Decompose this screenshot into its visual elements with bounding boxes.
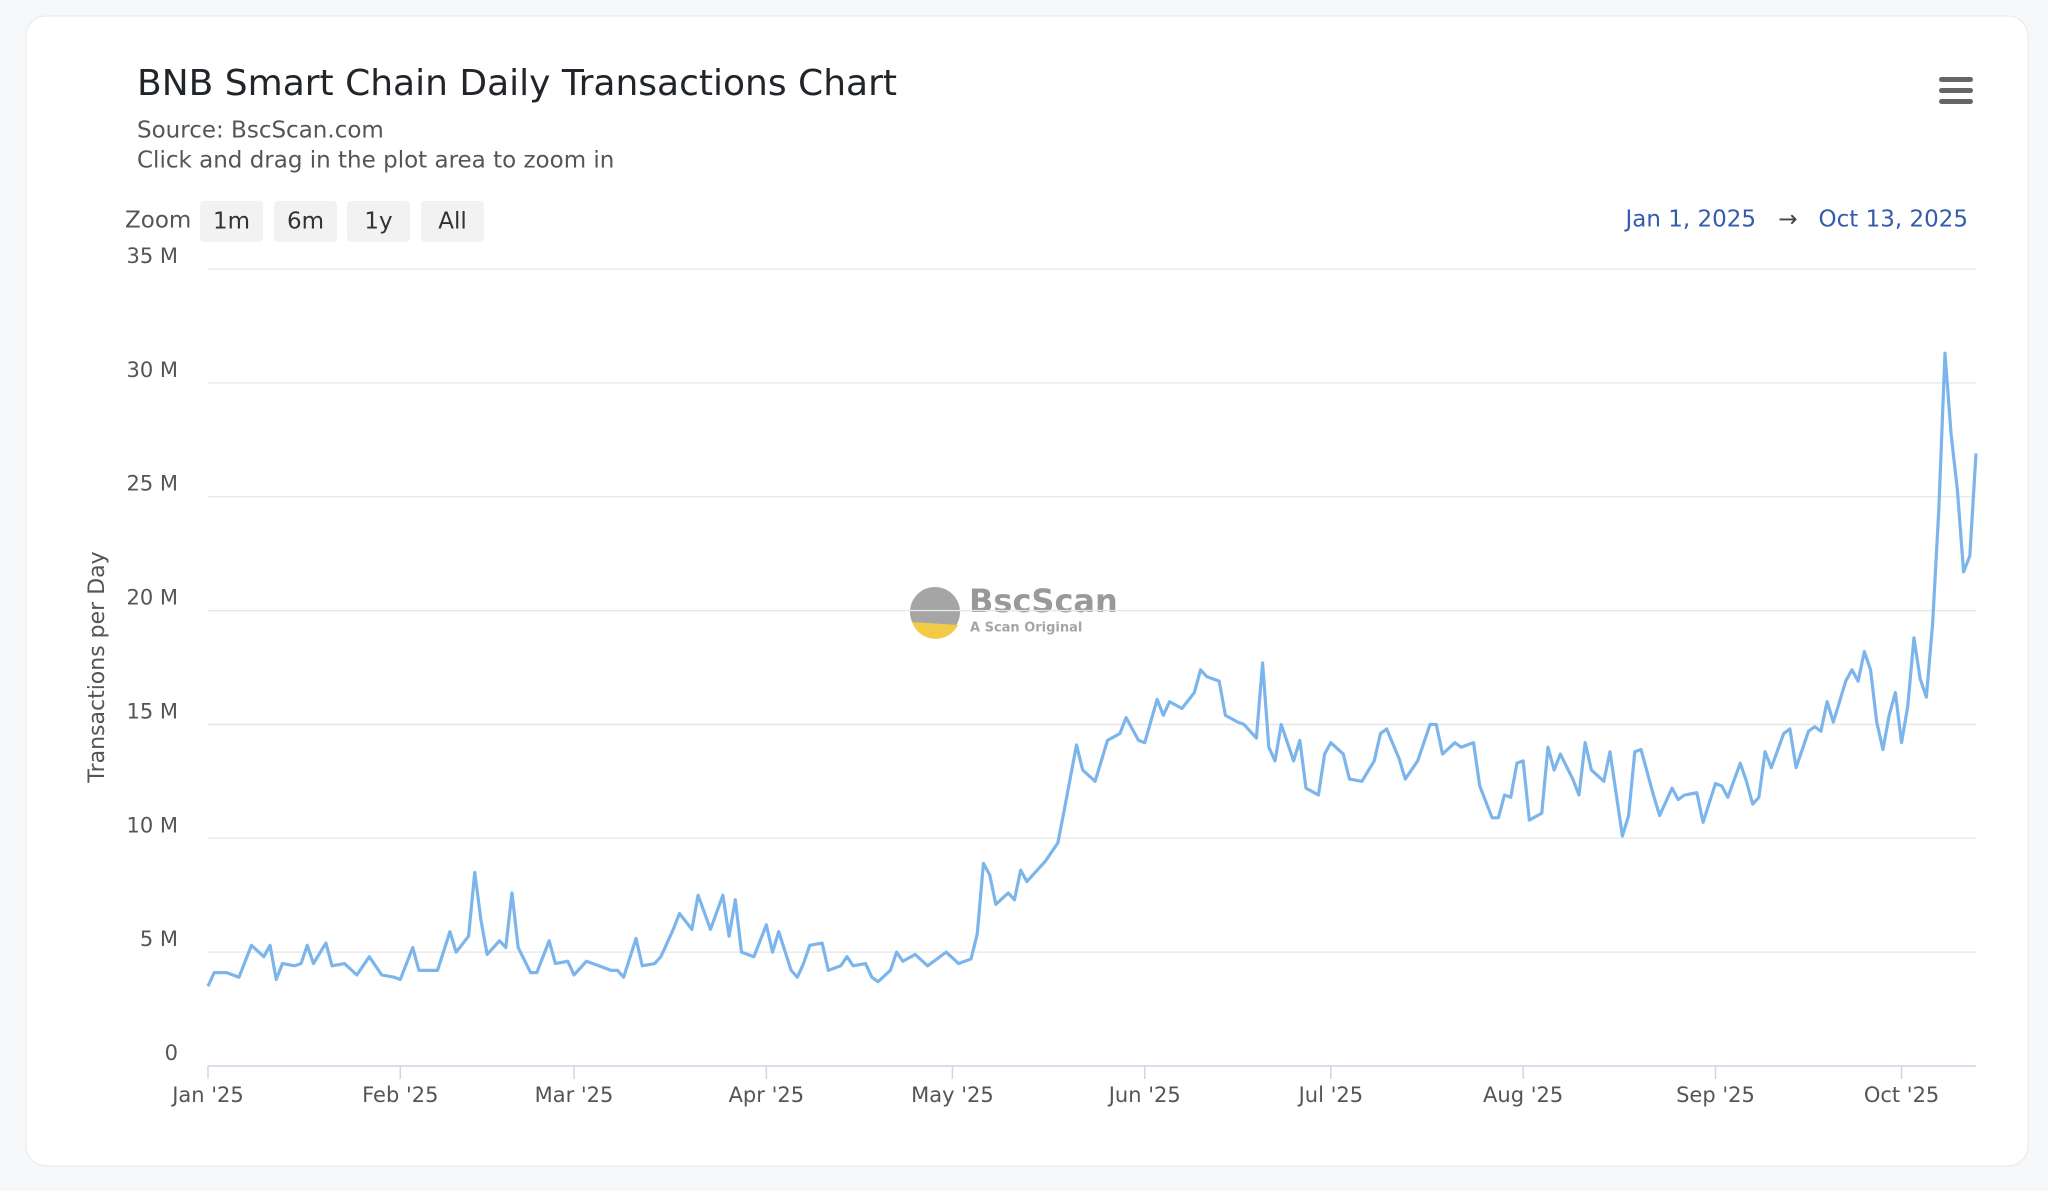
x-tick-label: Aug '25 [1483,1083,1563,1107]
y-tick-label: 5 M [140,927,178,951]
x-tick-label: Jun '25 [1107,1083,1181,1107]
y-tick-label: 20 M [126,586,178,610]
y-tick-label: 15 M [126,699,178,723]
y-tick-label: 30 M [126,358,178,382]
card [25,15,2029,1167]
watermark: BscScan A Scan Original [910,582,1118,639]
x-tick-label: Oct '25 [1864,1083,1939,1107]
zoom-button-label[interactable]: All [438,209,467,235]
menu-bar [1939,88,1973,93]
y-tick-label: 10 M [126,813,178,837]
menu-bar [1939,77,1973,82]
subtitle: Click and drag in the plot area to zoom … [137,148,614,174]
zoom-button-label[interactable]: 6m [287,209,324,235]
range-from[interactable]: Jan 1, 2025 [1623,207,1756,233]
x-tick-label: Jan '25 [170,1083,244,1107]
zoom-label: Zoom [125,208,191,234]
zoom-button[interactable] [274,201,337,242]
zoom-button-label[interactable]: 1m [213,209,250,235]
zoom-buttons: 1m 6m 1y All [200,201,484,242]
watermark-logo-accent [912,622,958,639]
y-axis-title: Transactions per Day [85,551,110,783]
range-separator: → [1778,207,1797,233]
range-to[interactable]: Oct 13, 2025 [1819,207,1969,233]
watermark-name: BscScan [969,582,1118,620]
zoom-button[interactable] [200,201,263,242]
x-tick-label: Jul '25 [1297,1083,1364,1107]
x-tick-label: May '25 [911,1083,994,1107]
watermark-tagline: A Scan Original [970,621,1082,636]
source: Source: BscScan.com [137,118,384,144]
menu-button[interactable] [1939,77,1973,104]
x-tick-label: Sep '25 [1676,1083,1755,1107]
x-tick-label: Apr '25 [729,1083,805,1107]
x-tick-label: Mar '25 [535,1083,614,1107]
zoom-button[interactable] [421,201,484,242]
zoom-button-label[interactable]: 1y [364,209,392,235]
y-tick-label: 25 M [126,472,178,496]
data-line [206,351,1978,987]
y-tick-label: 35 M [126,244,178,268]
y-tick-label: 0 [165,1041,178,1065]
x-tick-label: Feb '25 [362,1083,438,1107]
menu-bar [1939,99,1973,104]
chart-title: BNB Smart Chain Daily Transactions Chart [137,63,897,104]
zoom-button[interactable] [347,201,410,242]
